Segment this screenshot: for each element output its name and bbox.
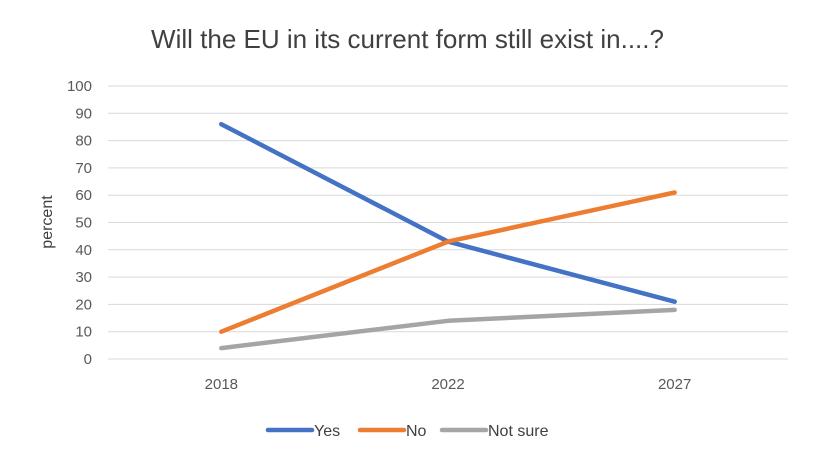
x-tick-label-2027: 2027 — [658, 376, 691, 393]
y-tick-label-30: 30 — [75, 269, 92, 286]
data-point-no-2018 — [219, 330, 223, 334]
x-axis-ticks: 2018 2022 2027 — [205, 376, 692, 393]
y-tick-label-10: 10 — [75, 324, 92, 341]
y-tick-label-80: 80 — [75, 133, 92, 150]
y-tick-label-0: 0 — [84, 351, 92, 368]
series-lines — [219, 121, 677, 351]
y-tick-label-60: 60 — [75, 187, 92, 204]
y-tick-label-50: 50 — [75, 215, 92, 232]
y-axis-title: percent — [39, 195, 56, 249]
legend-label-yes: Yes — [314, 423, 340, 440]
y-tick-label-100: 100 — [67, 78, 92, 95]
y-axis-ticks: 0 10 20 30 40 50 60 70 80 90 100 — [67, 78, 92, 368]
data-point-no-2027 — [673, 190, 677, 194]
data-point-not-sure-2027 — [673, 308, 677, 312]
gridlines — [108, 85, 788, 360]
y-tick-label-70: 70 — [75, 160, 92, 177]
data-point-no-2022 — [446, 240, 450, 244]
data-point-yes-2027 — [673, 300, 677, 304]
series-line-no — [219, 190, 677, 334]
series-line-yes — [219, 121, 677, 304]
x-tick-label-2022: 2022 — [431, 376, 464, 393]
y-tick-label-20: 20 — [75, 296, 92, 313]
data-point-yes-2018 — [219, 122, 223, 126]
legend-label-not-sure: Not sure — [488, 423, 549, 440]
series-line-not-sure — [219, 307, 677, 351]
legend: Yes No Not sure — [265, 423, 549, 440]
data-point-not-sure-2022 — [446, 319, 450, 323]
y-tick-label-90: 90 — [75, 105, 92, 122]
y-tick-label-40: 40 — [75, 242, 92, 259]
x-tick-label-2018: 2018 — [205, 376, 238, 393]
data-point-not-sure-2018 — [219, 346, 223, 350]
chart-title: Will the EU in its current form still ex… — [151, 24, 664, 54]
legend-label-no: No — [406, 423, 427, 440]
